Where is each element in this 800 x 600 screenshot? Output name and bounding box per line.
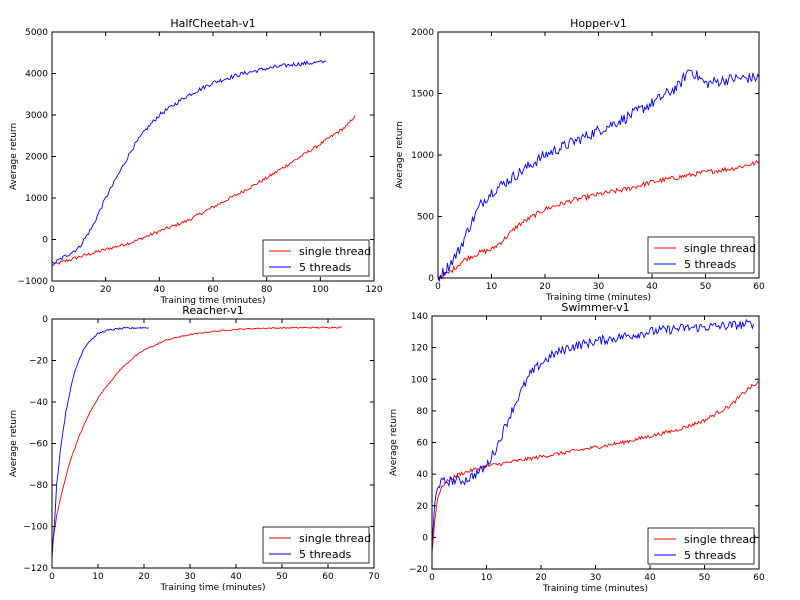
- x-tick-label: 30: [593, 282, 605, 292]
- legend-label-1: 5 threads: [684, 258, 737, 271]
- legend-label-1: 5 threads: [299, 261, 352, 274]
- legend-label-0: single thread: [299, 532, 371, 545]
- y-tick-label: 4000: [25, 70, 48, 80]
- series-line-1: [431, 318, 754, 544]
- x-tick-label: 0: [429, 573, 435, 583]
- x-tick-label: 80: [261, 285, 273, 295]
- x-tick-label: 50: [700, 282, 712, 292]
- x-axis-label: Training time (minutes): [159, 583, 265, 593]
- y-tick-label: 1000: [25, 194, 48, 204]
- y-tick-label: 5000: [25, 28, 48, 38]
- y-tick-label: −80: [29, 481, 48, 491]
- x-tick-label: 10: [92, 572, 104, 582]
- series-line-0: [437, 159, 760, 281]
- chart-title: Reacher-v1: [182, 304, 243, 317]
- y-tick-label: 0: [42, 315, 48, 325]
- y-tick-label: 0: [422, 533, 428, 543]
- legend-label-1: 5 threads: [684, 549, 737, 562]
- chart-panel-0: 0 20 40 60 80 100 120−100001000200030004000500…: [9, 17, 383, 306]
- x-tick-label: 70: [368, 572, 380, 582]
- y-tick-label: 100: [411, 375, 428, 385]
- chart-panel-3: 0 10 20 30 40 50 60−20020406080100120140Swimme…: [389, 301, 765, 594]
- y-tick-label: 140: [411, 312, 428, 322]
- x-tick-label: 50: [699, 573, 711, 583]
- series-line-1: [51, 326, 149, 559]
- y-tick-label: 2000: [25, 153, 48, 163]
- y-tick-label: 2000: [411, 28, 434, 38]
- x-tick-label: 20: [100, 285, 112, 295]
- legend-label-0: single thread: [299, 245, 371, 258]
- chart-title: Swimmer-v1: [561, 301, 629, 314]
- legend-box: [647, 236, 755, 274]
- legend: single thread 5 threads: [647, 236, 756, 274]
- legend-label-1: 5 threads: [299, 548, 352, 561]
- chart-panel-1: 0 10 20 30 40 50 60 0 500 1000 1500 2000 Hopper-v1 Tr…: [395, 17, 765, 303]
- y-tick-label: −20: [29, 357, 48, 367]
- x-tick-label: 0: [49, 285, 55, 295]
- x-tick-label: 10: [486, 282, 498, 292]
- x-tick-label: 60: [207, 285, 219, 295]
- x-tick-label: 40: [646, 282, 658, 292]
- y-tick-label: 1500: [411, 90, 434, 100]
- series-line-1: [437, 69, 760, 283]
- y-tick-label: 40: [417, 470, 429, 480]
- x-tick-label: 100: [312, 285, 329, 295]
- y-axis-label: Average return: [9, 123, 19, 190]
- x-tick-label: 40: [154, 285, 166, 295]
- chart-title: Hopper-v1: [570, 17, 627, 30]
- x-tick-label: 60: [753, 282, 765, 292]
- legend: single thread 5 threads: [262, 526, 371, 564]
- x-tick-label: 20: [535, 573, 547, 583]
- x-axis-label: Training time (minutes): [545, 293, 651, 303]
- x-tick-label: 60: [753, 573, 765, 583]
- y-tick-label: −20: [409, 565, 428, 575]
- x-tick-label: 0: [435, 282, 441, 292]
- y-tick-label: 80: [417, 407, 429, 417]
- y-tick-label: −60: [29, 440, 48, 450]
- x-tick-label: 10: [481, 573, 493, 583]
- x-tick-label: 30: [590, 573, 602, 583]
- y-axis-label: Average return: [9, 410, 19, 477]
- y-tick-label: 3000: [25, 111, 48, 121]
- legend: single thread 5 threads: [262, 239, 371, 277]
- y-tick-label: 20: [417, 502, 429, 512]
- y-tick-label: 120: [411, 344, 428, 354]
- y-tick-label: −40: [29, 398, 48, 408]
- x-tick-label: 20: [138, 572, 150, 582]
- y-axis-label: Average return: [395, 121, 405, 188]
- series-line-0: [51, 326, 342, 548]
- legend-label-0: single thread: [684, 533, 756, 546]
- x-axis-label: Training time (minutes): [542, 584, 648, 594]
- x-tick-label: 40: [230, 572, 242, 582]
- legend-box: [262, 239, 370, 277]
- x-tick-label: 40: [644, 573, 656, 583]
- x-axis-label: Training time (minutes): [159, 296, 265, 306]
- legend-box: [262, 526, 370, 564]
- series-line-0: [51, 114, 356, 267]
- x-tick-label: 0: [49, 572, 55, 582]
- series-line-0: [431, 381, 760, 553]
- y-tick-label: 0: [428, 274, 434, 284]
- chart-panel-2: 0 10 20 30 40 50 60 70 −120 −100 −80 −60 −40 −20 0 Reac…: [9, 304, 380, 593]
- series-line-1: [51, 59, 326, 265]
- x-tick-label: 60: [322, 572, 334, 582]
- x-tick-label: 50: [276, 572, 288, 582]
- y-tick-label: 60: [417, 439, 429, 449]
- y-tick-label: −1000: [18, 277, 49, 287]
- y-axis-label: Average return: [389, 409, 399, 476]
- x-tick-label: 20: [539, 282, 551, 292]
- y-tick-label: 1000: [411, 151, 434, 161]
- chart-title: HalfCheetah-v1: [170, 17, 255, 30]
- y-tick-label: 500: [417, 213, 434, 223]
- legend: single thread 5 threads: [647, 527, 756, 565]
- legend-box: [647, 527, 755, 565]
- y-tick-label: −120: [23, 564, 48, 574]
- legend-label-0: single thread: [684, 242, 756, 255]
- x-tick-label: 30: [184, 572, 196, 582]
- x-tick-label: 120: [365, 285, 382, 295]
- y-tick-label: 0: [42, 236, 48, 246]
- y-tick-label: −100: [23, 523, 48, 533]
